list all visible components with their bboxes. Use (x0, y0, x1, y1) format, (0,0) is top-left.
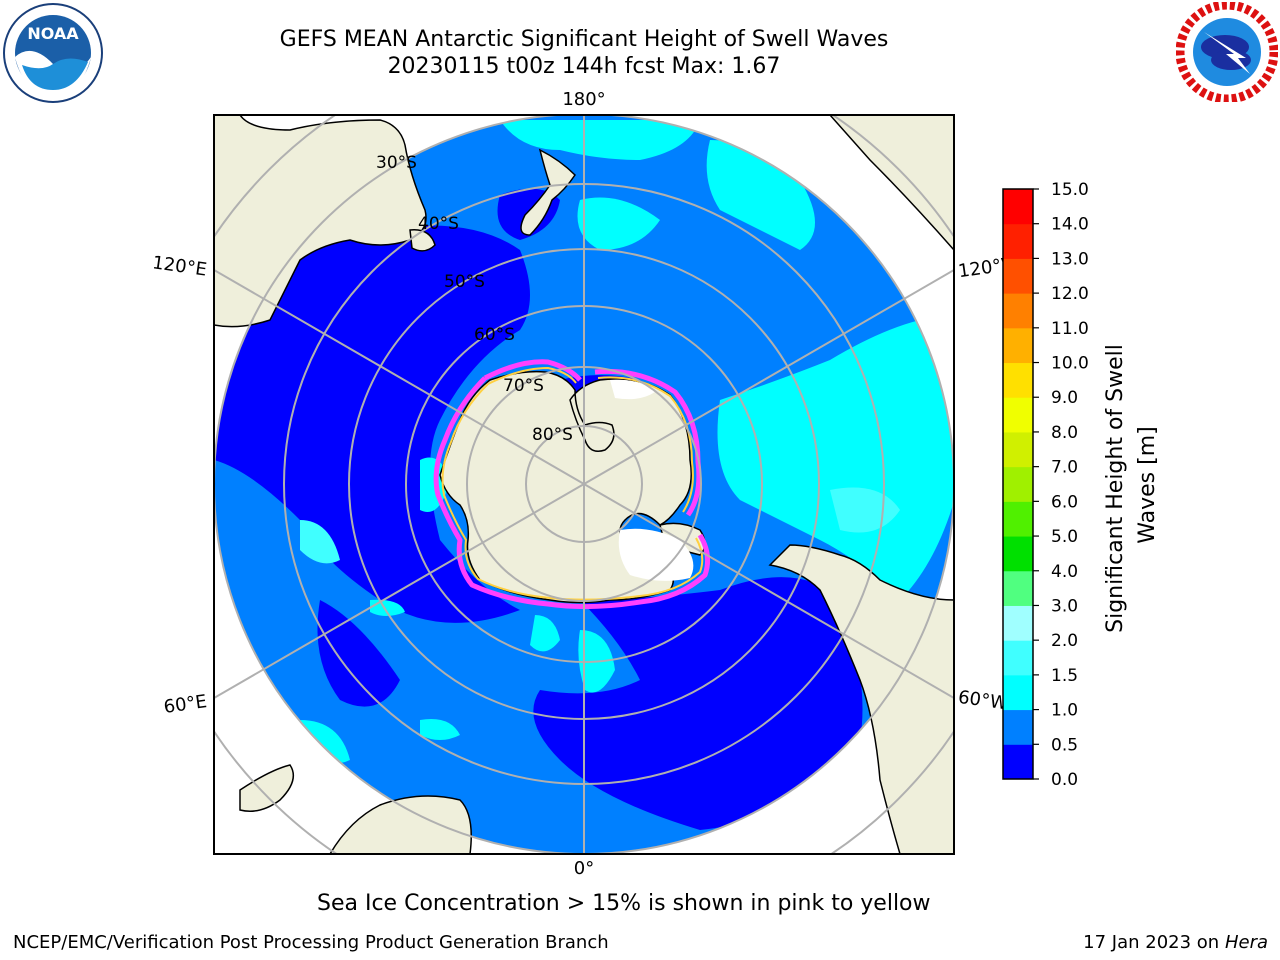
colorbar-tick-label: 9.0 (1051, 388, 1078, 408)
colorbar-tick-label: 15.0 (1051, 180, 1089, 200)
lat-label-80s: 80°S (532, 425, 573, 445)
colorbar-tick-label: 13.0 (1051, 249, 1089, 269)
lat-label-30s: 30°S (376, 153, 417, 173)
nws-logo (1176, 2, 1278, 102)
colorbar-label: Significant Height of Swell Waves [m] (1103, 337, 1160, 633)
lon-label-60e: 60°E (162, 691, 208, 718)
map-subtitle: 20230115 t00z 144h fcst Max: 1.67 (387, 54, 781, 79)
latitude-labels: 30°S 40°S 50°S 60°S 70°S 80°S (376, 153, 573, 445)
lat-label-40s: 40°S (418, 214, 459, 234)
colorbar-swatch (1003, 431, 1033, 468)
lat-label-50s: 50°S (444, 272, 485, 292)
lon-label-180: 180° (562, 89, 605, 110)
colorbar-border (1002, 188, 1034, 780)
colorbar-swatch (1003, 536, 1033, 572)
colorbar-tick-label: 14.0 (1051, 215, 1089, 235)
noaa-logo-text: NOAA (27, 24, 79, 43)
colorbar-tick-label: 6.0 (1051, 492, 1078, 512)
colorbar-tick-label: 10.0 (1051, 354, 1089, 374)
colorbar-tick-label: 7.0 (1051, 458, 1078, 478)
lon-label-60w: 60°W (957, 687, 1009, 715)
colorbar (1002, 188, 1034, 780)
colorbar-tick-label: 1.5 (1051, 666, 1078, 686)
sea-ice-edge (433, 359, 711, 610)
colorbar-swatch (1003, 605, 1033, 641)
footer-date: 17 Jan 2023 on Hera (1083, 932, 1268, 953)
colorbar-swatch (1003, 466, 1033, 502)
colorbar-swatch (1003, 327, 1033, 364)
colorbar-tick-label: 0.5 (1051, 735, 1078, 755)
colorbar-swatch (1003, 397, 1033, 433)
colorbar-swatch (1003, 501, 1033, 537)
noaa-logo: NOAA (3, 3, 103, 103)
colorbar-swatch (1003, 709, 1033, 745)
colorbar-tick-label: 12.0 (1051, 284, 1089, 304)
colorbar-swatch (1003, 640, 1033, 676)
colorbar-tick-label: 1.0 (1051, 701, 1078, 721)
footer-date-text: 17 Jan 2023 on (1083, 932, 1220, 953)
colorbar-ticks: 0.0 0.5 1.0 1.5 2.0 3.0 4.0 5.0 6.0 7.0 8.0 9.0 10.0… (1033, 180, 1089, 790)
land (214, 115, 954, 854)
colorbar-swatch (1003, 258, 1033, 294)
colorbar-swatch (1003, 570, 1033, 606)
footer-host: Hera (1224, 932, 1268, 953)
colorbar-swatch (1003, 223, 1033, 259)
sea-ice-caption: Sea Ice Concentration > 15% is shown in … (317, 891, 931, 916)
colorbar-swatch (1003, 744, 1033, 780)
graticule (214, 115, 954, 854)
colorbar-tick-label: 11.0 (1051, 319, 1089, 339)
lat-label-70s: 70°S (503, 376, 544, 396)
colorbar-swatch (1003, 293, 1033, 329)
colorbar-tick-label: 4.0 (1051, 562, 1078, 582)
colorbar-tick-label: 0.0 (1051, 770, 1078, 790)
lon-label-0: 0° (574, 858, 594, 879)
colorbar-tick-label: 3.0 (1051, 596, 1078, 616)
colorbar-swatch (1003, 189, 1033, 225)
colorbar-swatch (1003, 674, 1033, 711)
colorbar-tick-label: 8.0 (1051, 423, 1078, 443)
footer-credit: NCEP/EMC/Verification Post Processing Pr… (13, 932, 609, 953)
colorbar-swatch (1003, 362, 1033, 398)
colorbar-tick-label: 5.0 (1051, 527, 1078, 547)
lon-label-120e: 120°E (151, 252, 208, 280)
map-frame-border (213, 114, 955, 855)
colorbar-tick-label: 2.0 (1051, 631, 1078, 651)
map-title: GEFS MEAN Antarctic Significant Height o… (279, 27, 889, 52)
lat-label-60s: 60°S (474, 325, 515, 345)
